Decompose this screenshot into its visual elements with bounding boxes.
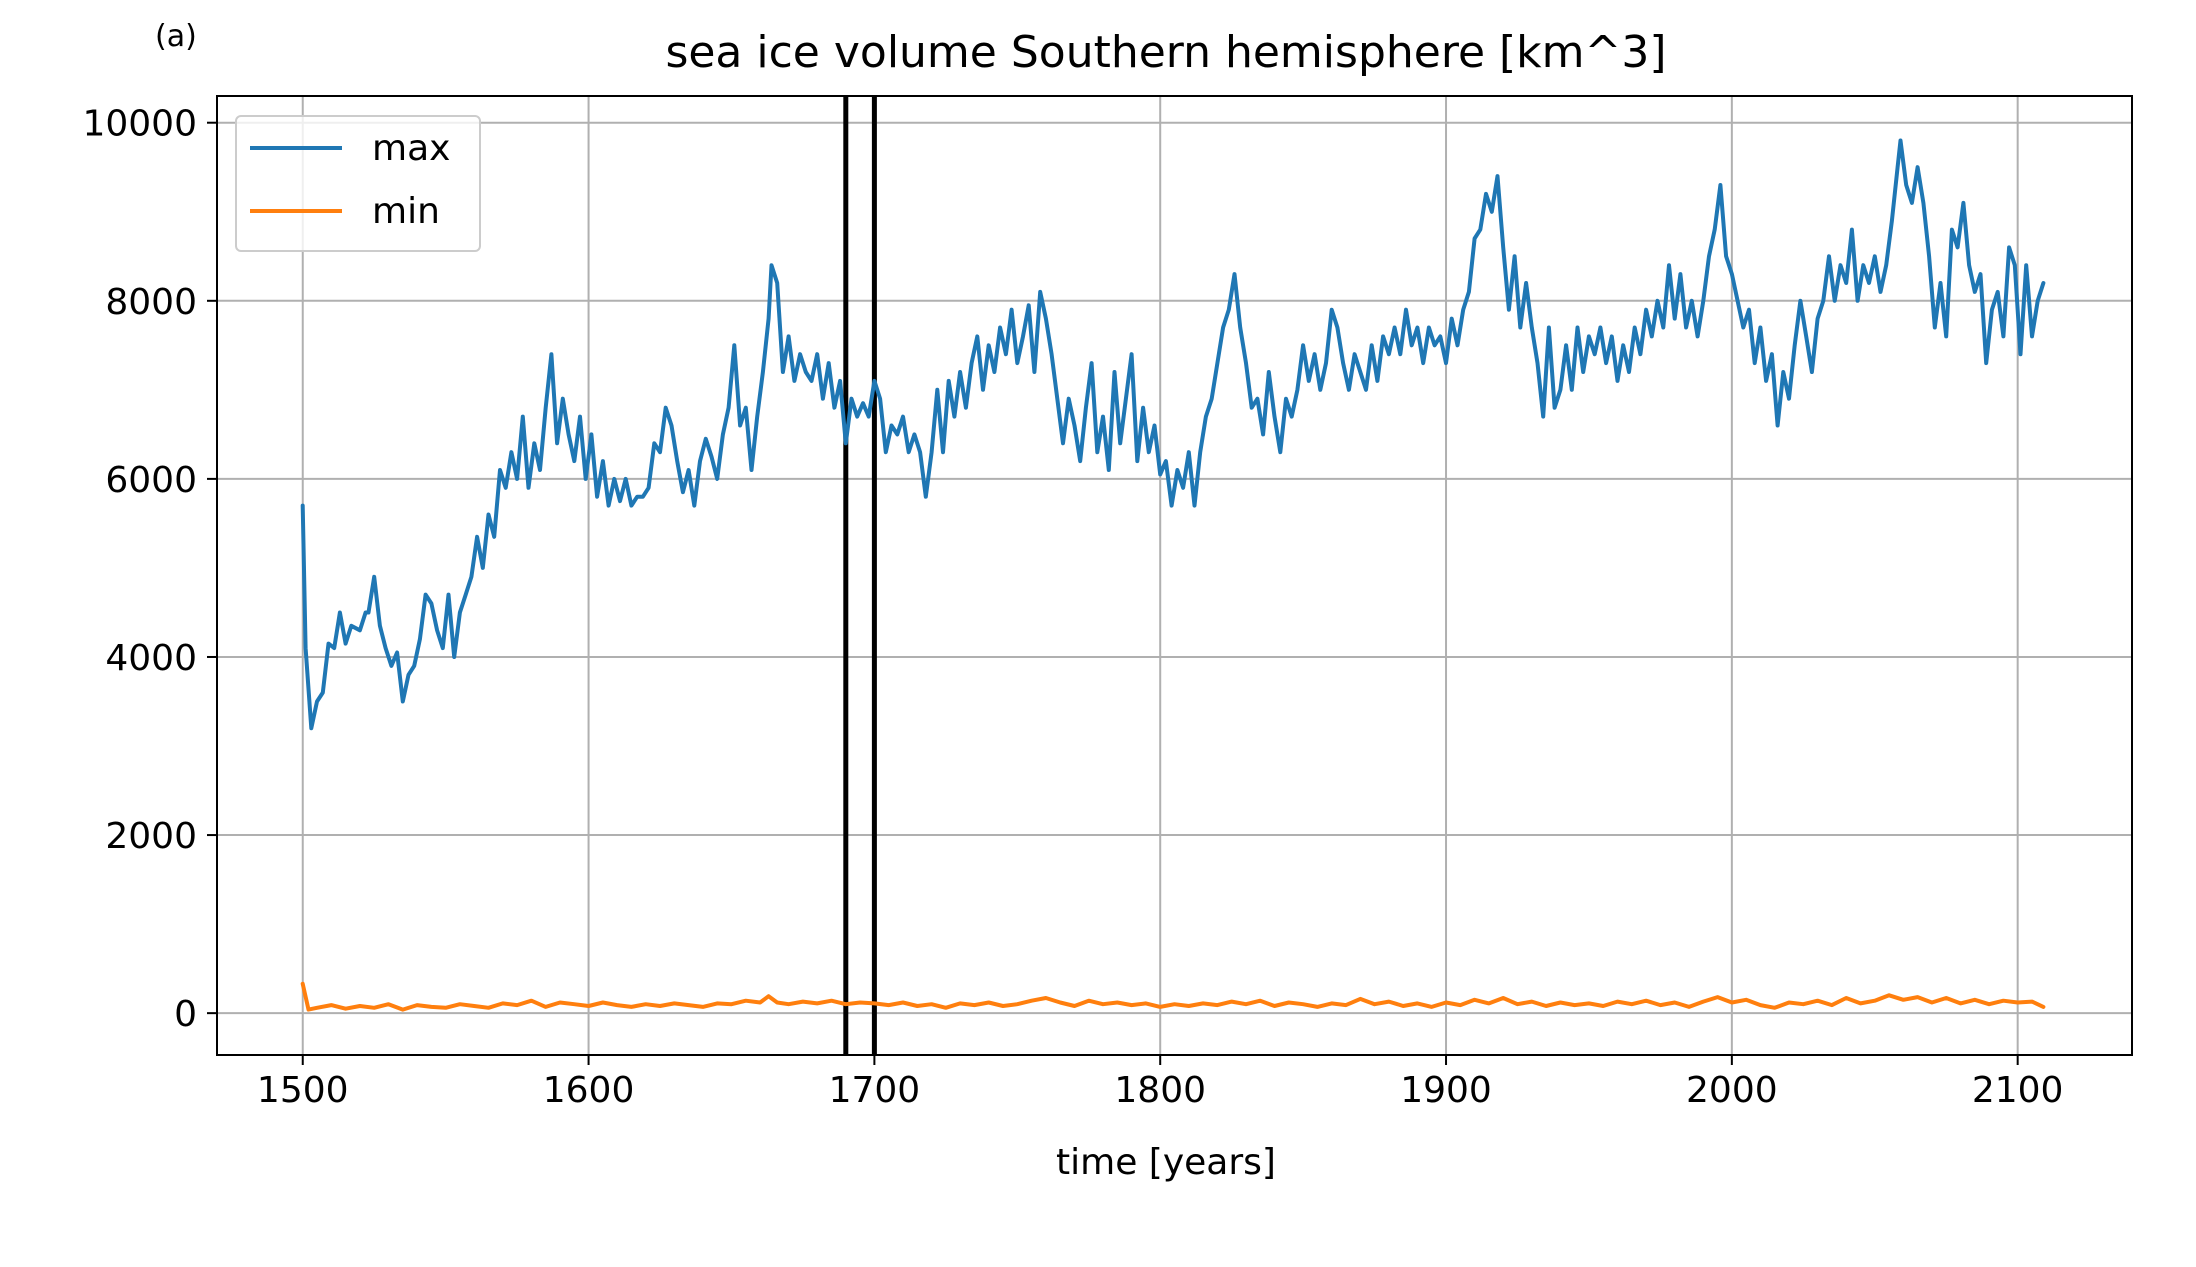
x-axis-label: time [years] — [1056, 1142, 1276, 1183]
y-tick-label: 4000 — [105, 638, 197, 679]
y-tick-label: 0 — [174, 994, 197, 1035]
legend-label-max: max — [372, 128, 450, 169]
y-tick-label: 10000 — [82, 104, 197, 145]
x-tick-label: 1600 — [543, 1070, 635, 1111]
panel-label: (a) — [155, 19, 197, 54]
chart-title: sea ice volume Southern hemisphere [km^3… — [665, 27, 1666, 78]
tick-layer: 1500 1600 1700 1800 1900 2000 2100 0 2000 4000 600… — [82, 104, 2063, 1111]
y-tick-label: 2000 — [105, 816, 197, 857]
legend-label-min: min — [372, 191, 440, 232]
y-tick-label: 8000 — [105, 282, 197, 323]
series-line-min — [300, 981, 2046, 1012]
plot-frame — [216, 95, 2133, 1056]
series-line-max — [300, 138, 2046, 731]
vertical-lines-layer — [843, 96, 877, 1055]
x-tick-label: 2000 — [1686, 1070, 1778, 1111]
x-tick-label: 1800 — [1114, 1070, 1206, 1111]
y-tick-label: 6000 — [105, 460, 197, 501]
x-tick-label: 1900 — [1400, 1070, 1492, 1111]
x-tick-label: 2100 — [1972, 1070, 2064, 1111]
legend: max min — [235, 115, 481, 252]
x-tick-label: 1500 — [257, 1070, 349, 1111]
series-layer — [300, 138, 2046, 1012]
x-tick-label: 1700 — [829, 1070, 921, 1111]
